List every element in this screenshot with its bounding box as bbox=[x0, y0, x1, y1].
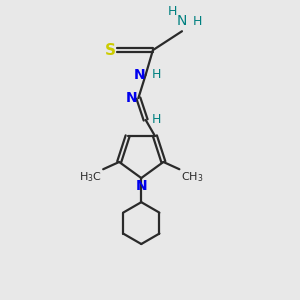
Text: H: H bbox=[152, 68, 161, 81]
Text: CH$_3$: CH$_3$ bbox=[181, 171, 203, 184]
Text: N: N bbox=[136, 179, 147, 194]
Text: H: H bbox=[193, 15, 202, 28]
Text: S: S bbox=[105, 43, 116, 58]
Text: N: N bbox=[177, 14, 187, 28]
Text: H: H bbox=[152, 113, 161, 126]
Text: N: N bbox=[134, 68, 145, 82]
Text: N: N bbox=[126, 91, 138, 105]
Text: H: H bbox=[168, 5, 177, 18]
Text: H$_3$C: H$_3$C bbox=[79, 171, 102, 184]
